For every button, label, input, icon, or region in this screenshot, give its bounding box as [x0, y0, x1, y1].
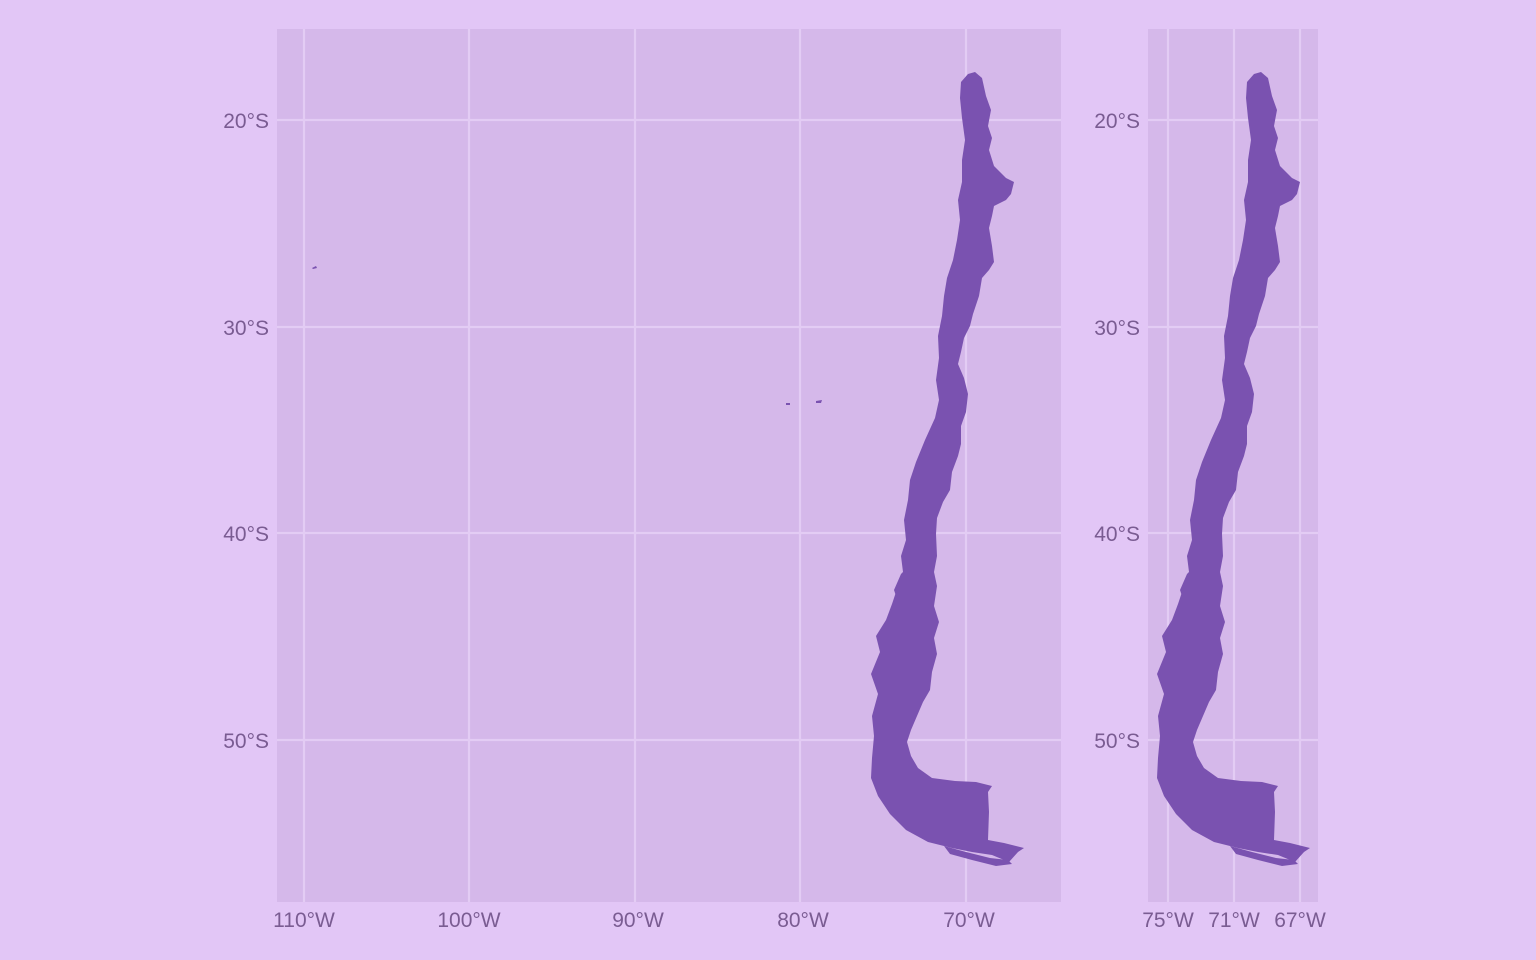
easter-island-shape — [312, 266, 317, 269]
y-tick-label: 50°S — [1094, 730, 1140, 753]
chile-landmass — [312, 72, 1024, 866]
x-tick-label: 75°W — [1142, 909, 1194, 932]
chiloe-island-shape — [1180, 566, 1200, 602]
y-tick-label: 20°S — [223, 110, 269, 133]
y-tick-label: 40°S — [1094, 523, 1140, 546]
x-tick-label: 90°W — [612, 909, 664, 932]
x-tick-label: 71°W — [1208, 909, 1260, 932]
y-tick-label: 30°S — [223, 317, 269, 340]
x-tick-label: 100°W — [437, 909, 500, 932]
chile-mainland-shape — [871, 72, 1024, 862]
chiloe-island-shape — [894, 566, 914, 602]
map-panel-mainland — [1148, 29, 1318, 902]
tierra-del-fuego-shape — [944, 846, 1012, 866]
y-tick-label: 50°S — [223, 730, 269, 753]
chile-landmass — [1157, 72, 1310, 866]
grid-lines — [277, 29, 1061, 902]
x-tick-label: 70°W — [943, 909, 995, 932]
x-tick-label: 80°W — [777, 909, 829, 932]
y-tick-label: 20°S — [1094, 110, 1140, 133]
x-tick-label: 110°W — [273, 909, 335, 932]
y-axis-right: 20°S 30°S 40°S 50°S — [1094, 110, 1140, 753]
tierra-del-fuego-shape — [1230, 846, 1298, 866]
x-axis-left: 110°W 100°W 90°W 80°W 70°W — [273, 909, 995, 932]
x-tick-label: 67°W — [1274, 909, 1326, 932]
y-tick-label: 40°S — [223, 523, 269, 546]
juan-fernandez-islands-shape — [786, 400, 822, 405]
y-axis-left: 20°S 30°S 40°S 50°S — [223, 110, 269, 753]
y-tick-label: 30°S — [1094, 317, 1140, 340]
chile-mainland-shape — [1157, 72, 1310, 862]
map-panel-full — [277, 29, 1061, 902]
x-axis-right: 75°W 71°W 67°W — [1142, 909, 1326, 932]
